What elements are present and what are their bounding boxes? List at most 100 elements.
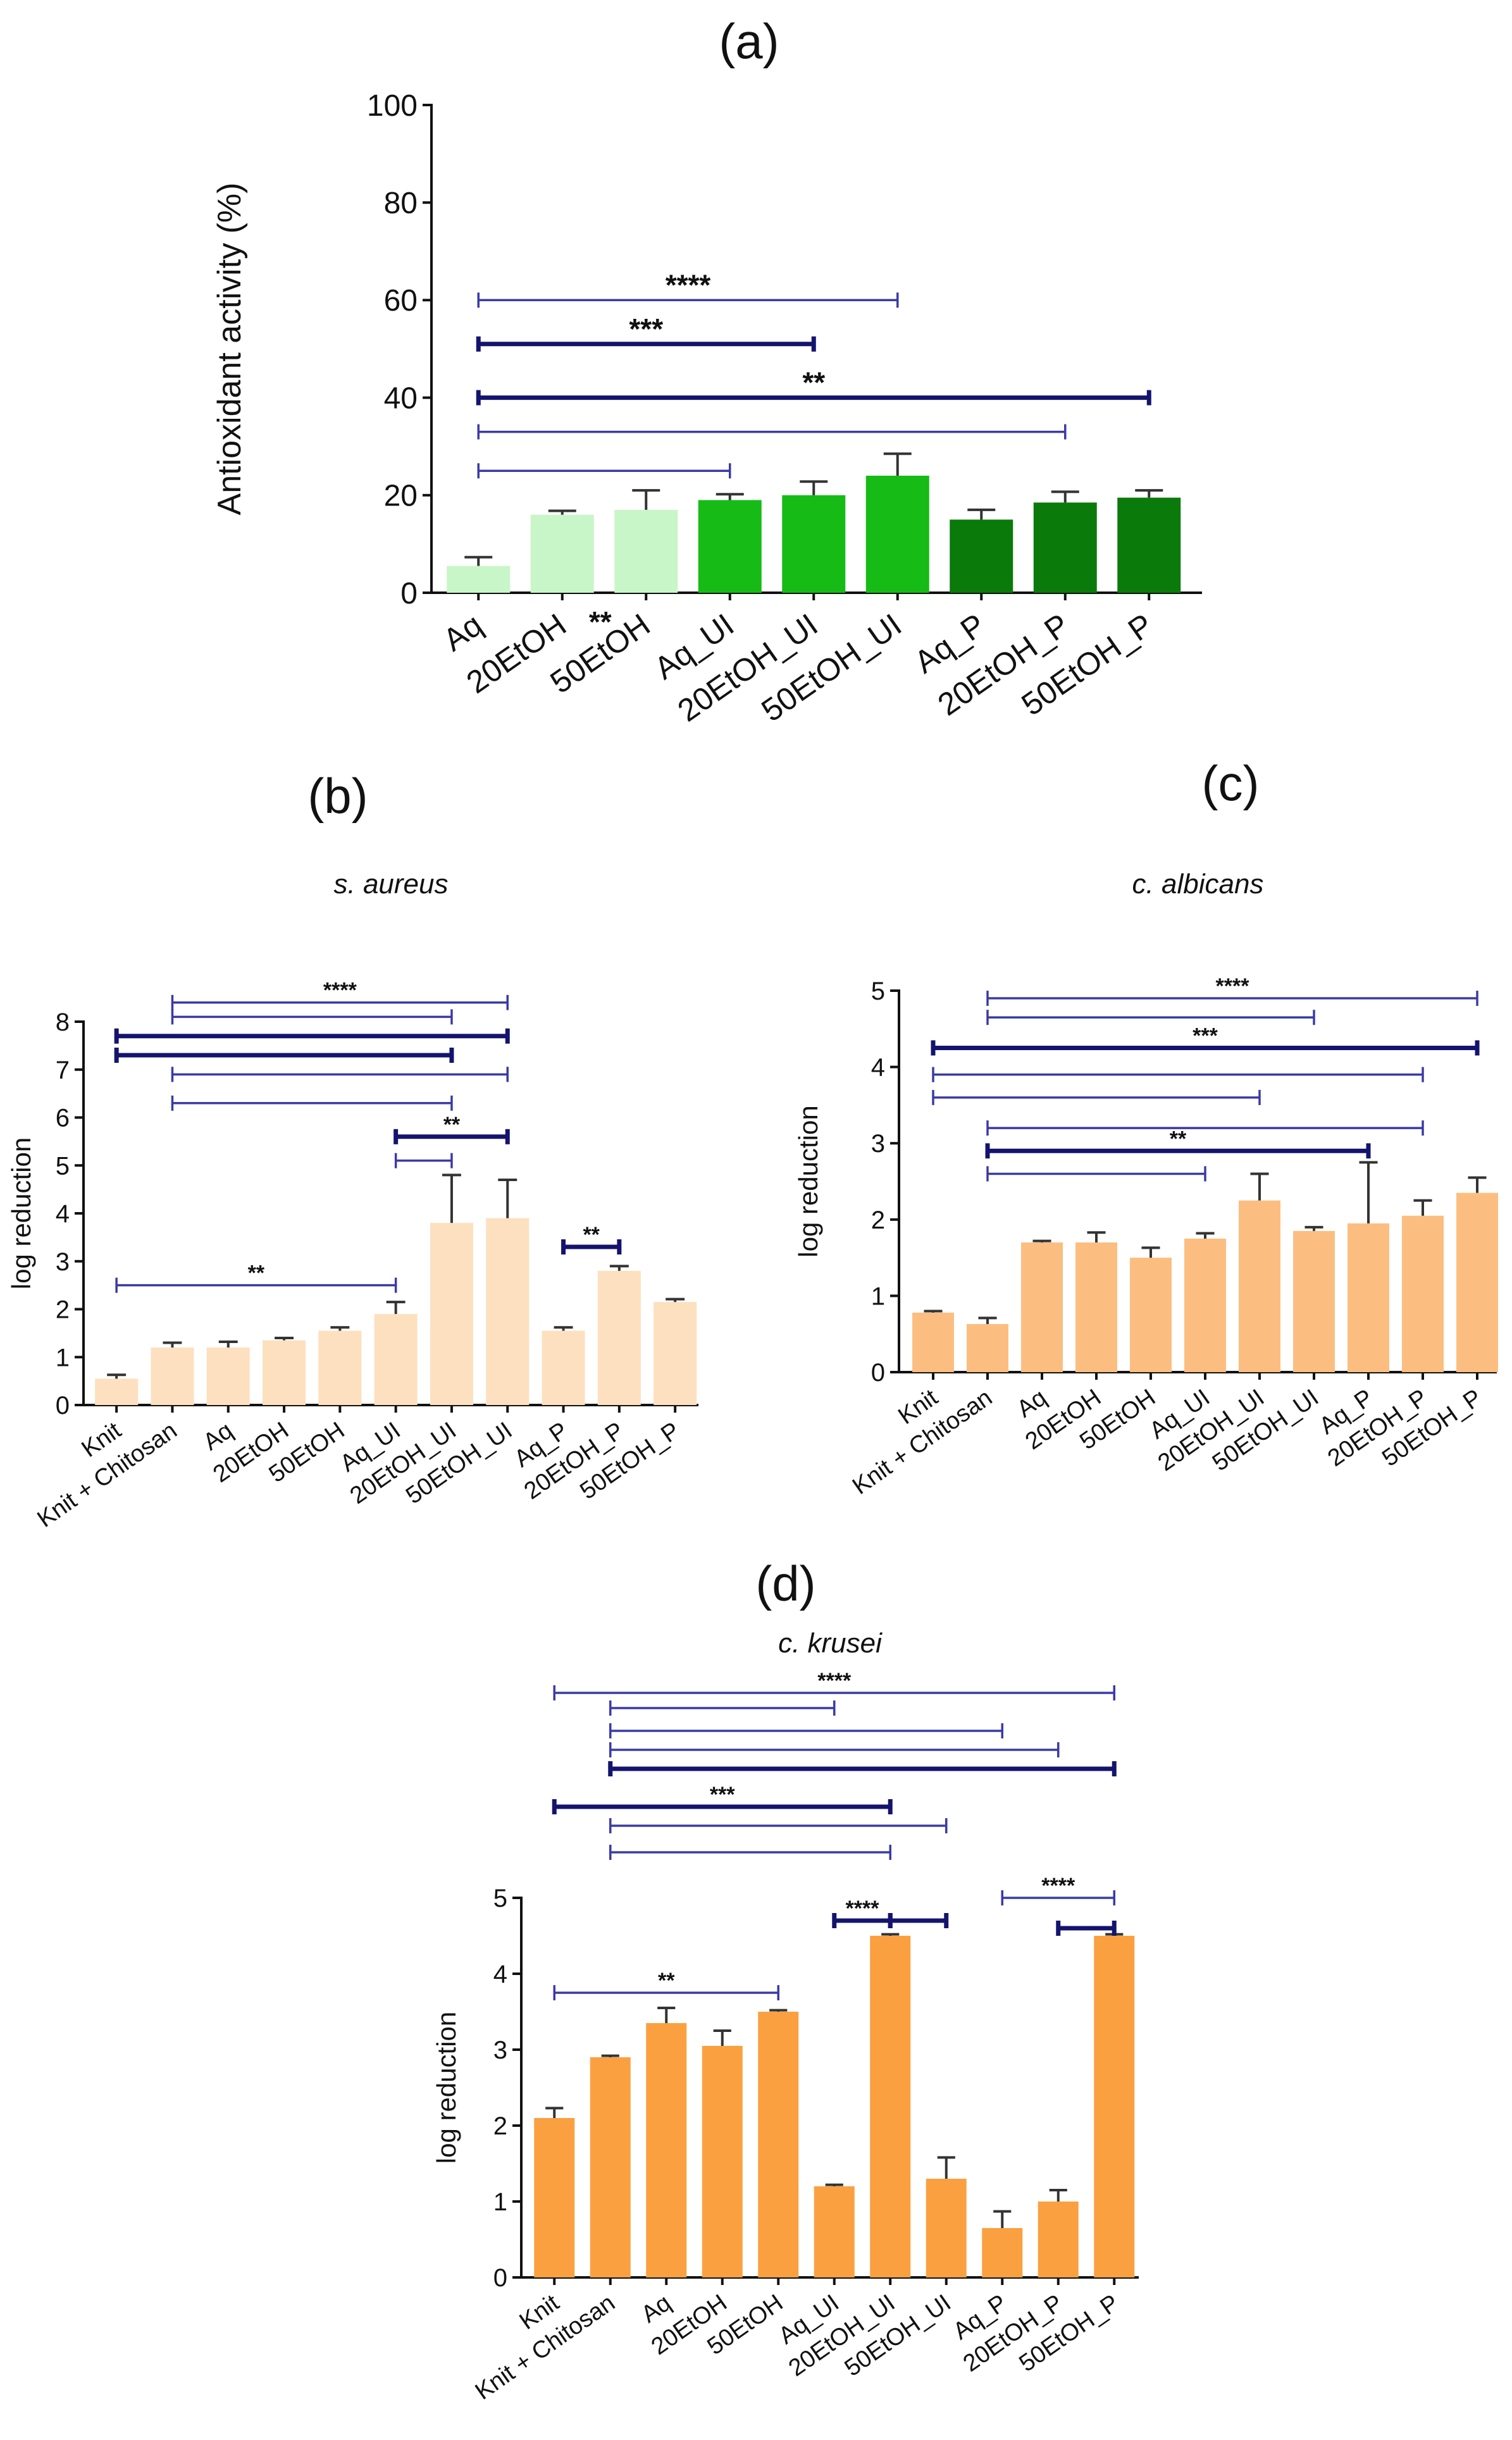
significance-label: **	[443, 1113, 461, 1137]
bar	[614, 509, 678, 593]
y-tick-label: 3	[56, 1248, 70, 1276]
y-tick-label: 0	[56, 1392, 70, 1420]
bar	[542, 1330, 585, 1405]
bar	[206, 1347, 250, 1405]
significance-label: ****	[1041, 1874, 1075, 1898]
x-tick-label: Aq	[437, 607, 488, 658]
bar	[982, 2228, 1023, 2277]
bar	[1184, 1238, 1226, 1372]
chart-title: s. aureus	[334, 869, 449, 900]
bar	[654, 1302, 697, 1405]
bar	[870, 1936, 911, 2277]
y-axis-label: log reduction	[6, 1137, 36, 1290]
significance-label: ***	[629, 313, 663, 345]
bar	[590, 2057, 631, 2277]
y-tick-label: 5	[56, 1152, 70, 1180]
y-tick-label: 5	[493, 1885, 507, 1912]
bar	[447, 566, 511, 593]
significance-label: **	[1170, 1127, 1187, 1151]
y-tick-label: 2	[56, 1296, 70, 1324]
significance-label: **	[658, 1969, 675, 1993]
panel-label: (b)	[307, 768, 368, 824]
bar	[430, 1223, 473, 1405]
bar	[1094, 1936, 1135, 2277]
y-tick-label: 8	[56, 1008, 70, 1036]
y-tick-label: 0	[871, 1359, 885, 1387]
bar	[374, 1314, 418, 1405]
y-tick-label: 60	[384, 284, 418, 318]
bar	[534, 2118, 575, 2277]
y-tick-label: 7	[56, 1056, 70, 1084]
y-axis-label: Antioxidant activity (%)	[211, 183, 248, 516]
bar	[926, 2179, 967, 2277]
bar	[1075, 1242, 1117, 1372]
bar	[263, 1340, 306, 1405]
significance-label: ****	[846, 1897, 880, 1921]
bar-mark: **	[589, 605, 612, 638]
significance-label: ****	[817, 1669, 852, 1693]
bar	[702, 2046, 743, 2277]
bar	[1117, 497, 1181, 593]
chart-title: c. albicans	[1132, 869, 1264, 900]
bar	[95, 1378, 139, 1405]
significance-label: ***	[710, 1783, 735, 1807]
bar	[646, 2023, 687, 2277]
y-tick-label: 20	[384, 480, 418, 513]
significance-label: ****	[666, 268, 711, 301]
significance-label: ****	[1216, 974, 1250, 998]
significance-label: ***	[1193, 1024, 1218, 1048]
y-tick-label: 2	[871, 1206, 885, 1234]
y-tick-label: 5	[871, 977, 885, 1005]
significance-label: ****	[323, 979, 357, 1003]
chart-title: c. krusei	[778, 1628, 883, 1659]
bar	[1348, 1223, 1389, 1372]
y-tick-label: 80	[384, 187, 418, 220]
y-axis-label: log reduction	[431, 2012, 461, 2164]
y-axis-label: log reduction	[793, 1105, 823, 1258]
bar	[318, 1330, 362, 1405]
bar	[758, 2012, 799, 2277]
y-tick-label: 0	[400, 577, 418, 610]
y-tick-label: 3	[871, 1130, 885, 1158]
y-tick-label: 1	[493, 2188, 507, 2216]
bar	[1402, 1215, 1444, 1372]
bar	[1293, 1230, 1335, 1372]
y-tick-label: 4	[493, 1960, 507, 1988]
bar	[865, 475, 929, 593]
y-tick-label: 1	[871, 1282, 885, 1310]
y-tick-label: 4	[56, 1200, 70, 1228]
y-tick-label: 100	[367, 89, 418, 123]
bar	[1033, 502, 1097, 593]
panel-label: (d)	[755, 1556, 815, 1611]
significance-label: **	[802, 366, 825, 399]
panel-label: (a)	[719, 13, 779, 69]
bar	[1239, 1200, 1280, 1372]
bar	[698, 500, 762, 593]
bar	[1456, 1192, 1498, 1372]
bar	[950, 519, 1013, 593]
panel-a: (a) 0 20 40 60 80 100 Antioxidant activity (%) A…	[211, 13, 1202, 729]
bar	[912, 1312, 954, 1372]
y-tick-label: 6	[56, 1105, 70, 1132]
significance-label: **	[583, 1223, 600, 1247]
y-tick-label: 4	[871, 1054, 885, 1082]
bar	[814, 2186, 855, 2277]
y-tick-label: 0	[493, 2264, 507, 2292]
y-tick-label: 3	[493, 2036, 507, 2064]
bar	[1130, 1258, 1172, 1372]
bar	[151, 1347, 194, 1405]
y-tick-label: 1	[56, 1344, 70, 1372]
significance-label: **	[248, 1261, 265, 1285]
bar	[782, 495, 846, 593]
bar	[1038, 2202, 1079, 2277]
bar	[1021, 1242, 1063, 1372]
bar	[486, 1218, 530, 1405]
bar	[530, 514, 594, 593]
y-tick-label: 40	[384, 381, 418, 415]
bar	[967, 1324, 1008, 1372]
bar	[597, 1270, 641, 1405]
